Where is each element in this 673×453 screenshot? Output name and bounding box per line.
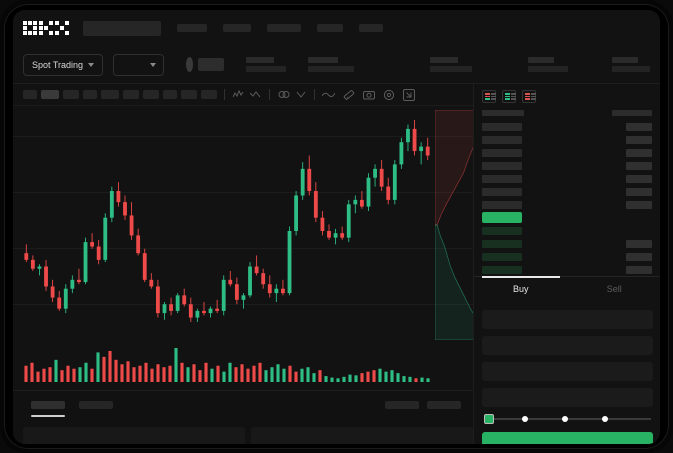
logo-letter-x (55, 21, 69, 35)
wave-icon[interactable] (322, 88, 335, 101)
timeframe-button[interactable] (163, 90, 177, 99)
okx-logo[interactable] (23, 21, 69, 35)
slider-handle[interactable] (484, 414, 494, 424)
volume-pane[interactable] (13, 332, 473, 390)
buy-sell-tabs: Buy Sell (474, 276, 660, 300)
chart-type-icon[interactable] (249, 88, 262, 101)
timeframe-button[interactable] (201, 90, 217, 99)
timeframe-button[interactable] (181, 90, 197, 99)
gridline (13, 248, 473, 249)
orders-panel (13, 390, 473, 444)
orderbook-panel: Buy Sell (473, 84, 660, 444)
top-navigation-bar (13, 10, 660, 46)
slider-track (488, 418, 651, 420)
orderbook-bid-row[interactable] (474, 263, 660, 276)
pair-avatar (185, 57, 194, 72)
timeframe-button[interactable] (23, 90, 37, 99)
total-field[interactable] (482, 388, 653, 407)
orderbook-view-tabs (474, 84, 660, 107)
chevron-down-icon (88, 62, 95, 67)
chart-toolbar (13, 84, 473, 106)
orderbook-column-headers (474, 107, 660, 120)
orderbook-last-price-row[interactable] (474, 211, 660, 224)
timeframe-button[interactable] (63, 90, 79, 99)
slider-stop-50[interactable] (562, 415, 568, 422)
bottom-action-hide-other-pairs[interactable] (385, 401, 419, 409)
stat-24h-high (430, 57, 472, 72)
nav-trade[interactable] (223, 24, 251, 32)
active-tab-underline (31, 415, 65, 417)
compare-icon[interactable] (277, 88, 290, 101)
timeframe-button[interactable] (143, 90, 159, 99)
timeframe-button-active[interactable] (41, 90, 59, 99)
orderbook-bid-row[interactable] (474, 224, 660, 237)
pair-dropdown[interactable] (113, 53, 164, 76)
indicators-icon[interactable] (232, 88, 245, 101)
trading-pair-toolbar: Spot Trading (13, 46, 660, 84)
logo-letter-o (23, 21, 37, 35)
orderbook-ask-row[interactable] (474, 146, 660, 159)
stat-24h-change (308, 57, 354, 72)
orderbook-asks-icon[interactable] (522, 90, 536, 103)
spot-trading-label: Spot Trading (32, 59, 84, 70)
tab-sell[interactable]: Sell (606, 283, 622, 294)
amount-percent-slider[interactable] (484, 414, 651, 424)
logo-letter-k (39, 21, 53, 35)
bottom-card-left (23, 427, 245, 444)
layout-icon[interactable] (294, 88, 307, 101)
orderbook-ask-row[interactable] (474, 133, 660, 146)
tab-open-orders[interactable] (31, 401, 65, 409)
volume-series (24, 348, 430, 382)
stat-last-price (246, 57, 286, 72)
settings-gear-icon[interactable] (382, 88, 395, 101)
toolbar-divider (224, 89, 225, 100)
bottom-card-right (251, 427, 473, 444)
fullscreen-icon[interactable] (402, 88, 415, 101)
orderbook-ask-row[interactable] (474, 198, 660, 211)
amount-field[interactable] (482, 362, 653, 381)
pair-name-label (198, 58, 224, 71)
app-screen: Spot Trading (13, 10, 660, 444)
orderbook-ask-row[interactable] (474, 172, 660, 185)
orderbook-header-price (482, 110, 524, 116)
search-input[interactable] (83, 20, 161, 36)
orderbook-bid-row[interactable] (474, 250, 660, 263)
slider-stop-75[interactable] (602, 415, 608, 422)
timeframe-button[interactable] (123, 90, 139, 99)
toolbar-divider (269, 89, 270, 100)
gridline (13, 136, 473, 137)
orderbook-ask-row[interactable] (474, 185, 660, 198)
order-type-field[interactable] (482, 310, 653, 329)
timeframe-button[interactable] (101, 90, 119, 99)
orderbook-bids-icon[interactable] (502, 90, 516, 103)
orderbook-ask-row[interactable] (474, 159, 660, 172)
toolbar-divider (314, 89, 315, 100)
submit-buy-button[interactable] (482, 432, 653, 444)
nav-markets[interactable] (177, 24, 207, 32)
orderbook-ask-row[interactable] (474, 120, 660, 133)
nav-more[interactable] (359, 24, 383, 32)
chevron-down-icon (149, 62, 156, 67)
candlestick-chart[interactable] (13, 106, 473, 332)
bottom-action-cancel-all[interactable] (427, 401, 461, 409)
tab-order-history[interactable] (79, 401, 113, 409)
ruler-icon[interactable] (342, 88, 355, 101)
slider-stop-25[interactable] (522, 415, 528, 422)
nav-earn[interactable] (317, 24, 343, 32)
orderbook-bid-row[interactable] (474, 237, 660, 250)
camera-icon[interactable] (362, 88, 375, 101)
tab-buy[interactable]: Buy (474, 276, 568, 300)
stat-24h-low (528, 57, 568, 72)
timeframe-button[interactable] (83, 90, 97, 99)
orderbook-header-amount (612, 110, 652, 116)
spot-trading-selector[interactable]: Spot Trading (23, 53, 104, 76)
orderbook-both-icon[interactable] (482, 90, 496, 103)
price-field[interactable] (482, 336, 653, 355)
candle-series (24, 120, 430, 322)
gridline (13, 192, 473, 193)
nav-derivatives[interactable] (267, 24, 301, 32)
stat-24h-volume (612, 57, 650, 72)
